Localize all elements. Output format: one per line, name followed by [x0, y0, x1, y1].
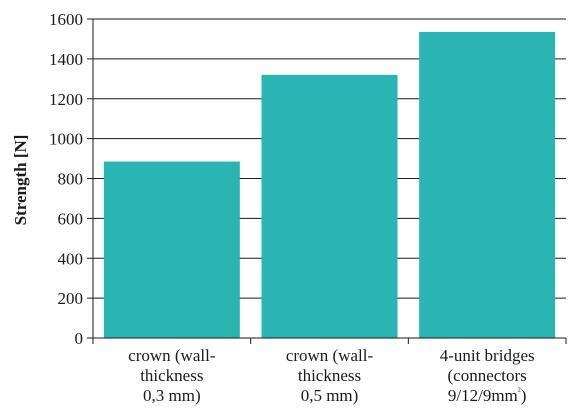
- y-tick-label: 400: [58, 249, 84, 268]
- y-tick-label: 800: [58, 170, 84, 189]
- x-category-label: 4-unit bridges (connectors 9/12/9mm²): [440, 346, 535, 405]
- x-category-labels: crown (wall-thickness 0,3 mm) crown (wall-…: [128, 346, 534, 405]
- bar: [419, 31, 556, 338]
- y-tick-label: 1000: [49, 130, 83, 149]
- y-axis-title: Strength [N]: [11, 135, 30, 226]
- y-tick-labels: 0 200 400 600 800 1000 1200 1400 1600: [49, 10, 83, 348]
- x-category-label: crown (wall-thickness 0,5 mm): [286, 346, 374, 405]
- bar: [103, 161, 240, 338]
- y-tick-label: 1400: [49, 50, 83, 69]
- y-tick-label: 0: [75, 329, 84, 348]
- y-tick-label: 1200: [49, 90, 83, 109]
- bars: [103, 31, 556, 338]
- axes: [87, 18, 567, 344]
- y-tick-label: 600: [58, 209, 84, 228]
- y-tick-label: 200: [58, 289, 84, 308]
- x-category-label: crown (wall-thickness 0,3 mm): [128, 346, 216, 405]
- bar: [261, 74, 398, 338]
- y-tick-label: 1600: [49, 10, 83, 29]
